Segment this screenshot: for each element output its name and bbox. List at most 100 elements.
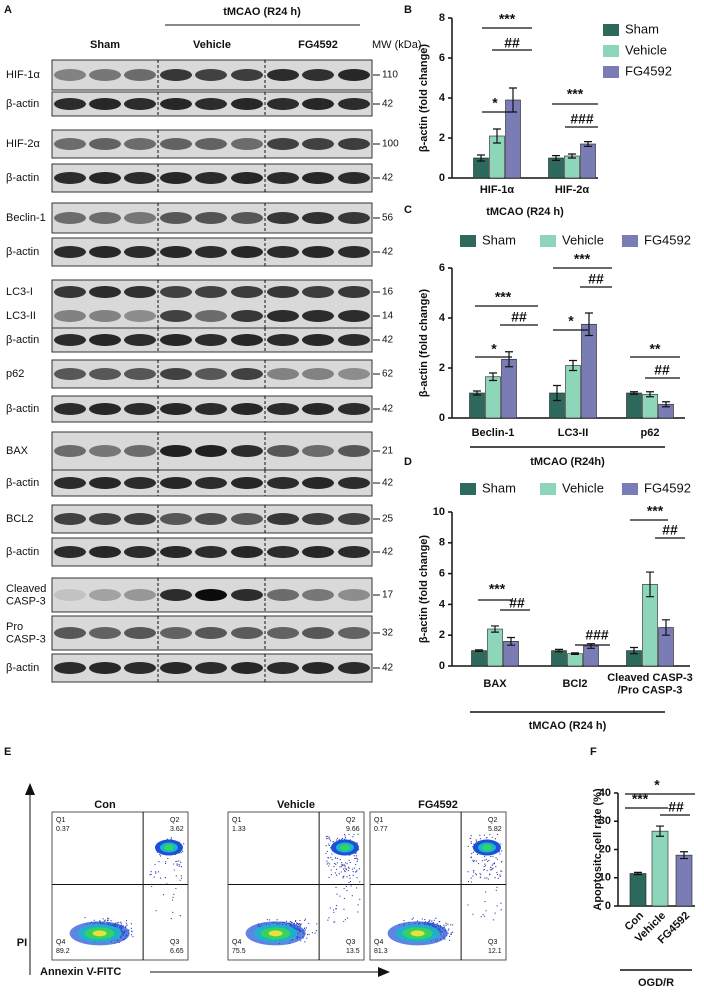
event [327,835,329,837]
band [338,513,370,525]
event [328,836,330,838]
error-bar [662,401,670,408]
mw-label: 42 [382,247,394,258]
band [195,69,227,81]
bar [565,365,581,419]
y-tick-label: 6 [439,568,445,580]
event [412,917,414,919]
significance: ## [511,309,527,325]
error-bar [634,871,642,876]
event [331,859,333,861]
mw-label: 42 [382,335,394,346]
bar [471,650,487,667]
event [489,866,492,869]
band [124,589,156,601]
band [231,172,263,184]
event [472,875,474,877]
event [316,923,318,925]
band [124,662,156,674]
event [159,877,162,879]
event [357,859,359,861]
band [267,513,299,525]
y-axis-label: β-actin (fold change) [418,44,430,152]
event [333,921,335,923]
band [302,334,334,346]
y-tick-label: 6 [439,262,445,274]
group-label: Vehicle [193,39,231,51]
event [489,874,491,876]
event [356,860,358,863]
band [302,212,334,224]
event [166,838,169,840]
y-tick-label: 4 [439,312,446,324]
legend-swatch [603,66,619,78]
significance: ## [654,362,670,378]
quadrant-name: Q3 [346,939,355,946]
event [162,893,165,896]
band [160,662,192,674]
quadrant-value: 12.1 [488,948,502,955]
event [175,887,177,890]
event [171,899,174,901]
y-axis-label: β-actin (fold change) [418,535,430,643]
event [348,833,350,836]
panel-label: C [404,204,412,216]
event [496,871,498,874]
blot-label: Pro CASP-3 [6,621,46,646]
band [54,138,86,150]
error-bar [630,391,638,395]
event [486,860,489,862]
event [155,872,157,874]
band [302,403,334,415]
quadrant-value: 0.77 [374,826,388,833]
x-tick-label: p62 [641,427,660,439]
event [151,885,153,888]
event [475,874,478,876]
event [336,905,338,907]
band [54,98,86,110]
event [351,895,353,897]
bar [580,143,596,179]
error-bar [475,649,483,652]
event [344,871,346,873]
band [338,477,370,489]
event [157,871,160,873]
event [289,920,291,923]
event [159,855,162,857]
legend-label: Sham [482,232,516,247]
legend-swatch [603,24,619,36]
bar [469,392,485,419]
event [176,864,178,866]
legend-swatch [540,235,556,247]
density [410,930,425,937]
band [124,477,156,489]
error-bar [571,652,579,656]
event [167,857,169,860]
band [267,627,299,639]
band [89,546,121,558]
event [266,919,268,921]
band [124,627,156,639]
event [339,866,341,868]
group-label: FG4592 [298,39,338,51]
event [339,895,341,897]
event [443,924,445,926]
event [348,874,351,877]
band [231,627,263,639]
density [163,844,174,851]
significance: ** [650,341,661,357]
band [160,286,192,298]
band [231,546,263,558]
quadrant-name: Q3 [488,939,497,946]
band [338,138,370,150]
band [195,334,227,346]
blot-label: β-actin [6,98,39,110]
event [173,869,175,871]
event [182,850,184,852]
event [343,833,346,835]
significance: ## [588,271,604,287]
band [338,334,370,346]
band [195,445,227,457]
band [195,98,227,110]
event [331,853,333,855]
